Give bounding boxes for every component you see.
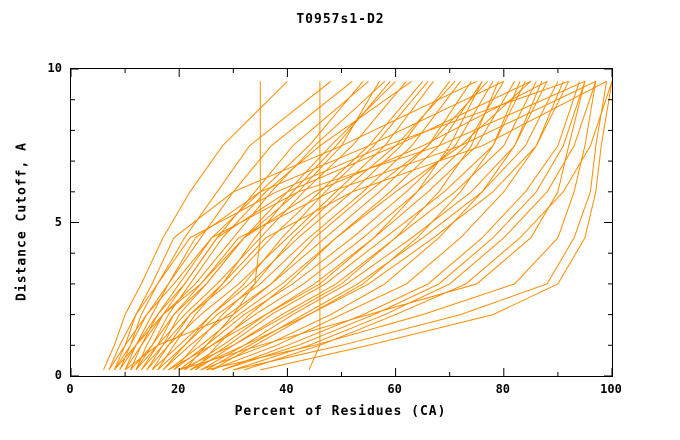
model-curve xyxy=(211,81,570,371)
y-tick-label: 0 xyxy=(54,368,62,382)
model-curve xyxy=(233,81,597,371)
model-curve xyxy=(140,80,424,371)
model-curve xyxy=(168,81,483,371)
x-tick-label: 40 xyxy=(279,382,294,396)
model-curve xyxy=(173,80,456,371)
model-curve xyxy=(103,80,288,371)
model-curve xyxy=(135,80,532,371)
model-curve xyxy=(222,81,580,371)
model-curve xyxy=(168,81,483,371)
x-tick-label: 20 xyxy=(170,382,186,396)
model-curve xyxy=(140,80,597,371)
x-axis-label: Percent of Residues (CA) xyxy=(234,404,447,419)
model-curve xyxy=(178,81,505,371)
model-curve xyxy=(146,80,548,371)
model-curve xyxy=(200,81,543,371)
model-curve xyxy=(130,80,586,371)
model-curve xyxy=(189,81,526,371)
model-curve xyxy=(308,81,321,371)
model-curve xyxy=(151,80,607,371)
model-curve xyxy=(233,81,608,371)
model-curve xyxy=(162,80,429,371)
model-curve xyxy=(179,81,586,371)
y-tick-label: 5 xyxy=(54,214,62,229)
model-curve xyxy=(157,80,391,371)
model-curve xyxy=(108,80,332,371)
x-tick-label: 0 xyxy=(66,382,74,396)
plot-svg xyxy=(71,69,612,376)
model-curve xyxy=(162,81,472,371)
model-curve xyxy=(113,80,353,371)
model-curve xyxy=(184,81,516,371)
model-curve xyxy=(222,81,586,371)
plot-area xyxy=(70,68,613,377)
chart-title: T0957s1-D2 xyxy=(296,12,385,27)
model-curve xyxy=(184,80,488,371)
x-tick-label: 100 xyxy=(600,382,622,396)
y-tick-label: 10 xyxy=(47,61,62,75)
model-curve xyxy=(124,81,261,371)
model-curve xyxy=(124,80,386,371)
model-curve xyxy=(189,81,521,371)
model-curve xyxy=(206,81,597,371)
model-curve xyxy=(108,80,364,371)
model-curve xyxy=(195,80,532,371)
model-curve xyxy=(260,81,612,371)
model-curve xyxy=(178,81,499,371)
model-curve xyxy=(135,80,413,371)
model-curve xyxy=(113,80,478,371)
model-curve xyxy=(119,80,569,371)
x-tick-label: 80 xyxy=(495,382,511,396)
model-curve xyxy=(124,80,505,371)
x-tick-label: 60 xyxy=(387,382,402,396)
model-curve xyxy=(211,81,564,371)
model-curve xyxy=(173,81,494,371)
model-curve xyxy=(200,81,548,371)
model-curve xyxy=(113,81,380,371)
